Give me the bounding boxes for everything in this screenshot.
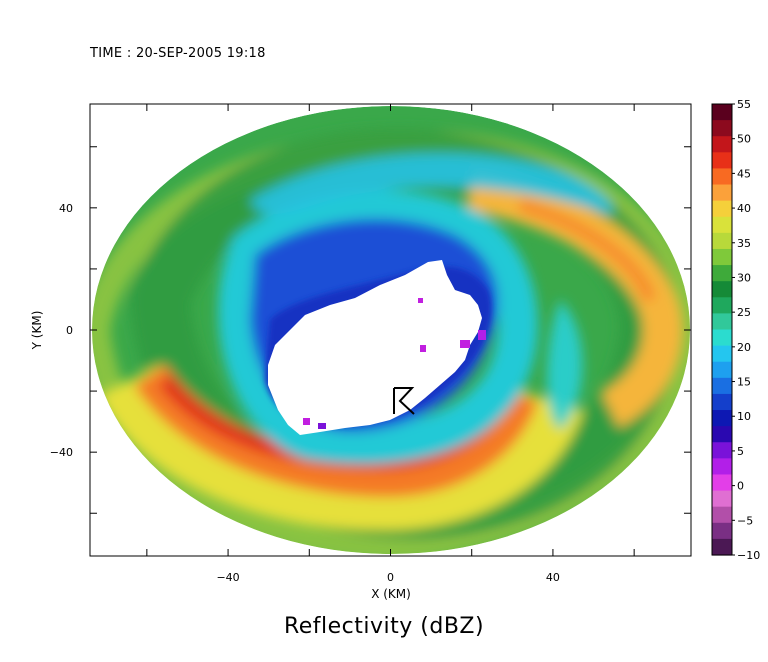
colorbar-swatch [712,297,732,314]
colorbar-swatch [712,490,732,508]
colorbar-swatch [712,168,732,186]
eye-speck-4 [303,418,310,425]
colorbar-swatch [712,152,732,170]
colorbar-tick-label: 0 [737,480,744,493]
inner-eyewall [218,190,538,465]
colorbar-tick-label: 10 [737,410,751,423]
eye-speck-2 [460,340,470,348]
southern-rainband [134,364,539,498]
colorbar-swatch [712,426,732,443]
eye-speck-1 [420,345,426,352]
colorbar-tick-label: 5 [737,445,744,458]
colorbar-tick-label: 30 [737,271,751,284]
colorbar-swatch [712,248,732,266]
east-cyan-band [546,300,583,430]
x-axis-title: X (KM) [371,587,411,601]
colorbar-swatch [712,474,732,492]
eye-speck-5 [418,298,423,303]
chart-title: Reflectivity (dBZ) [283,614,485,639]
x-tick-label: 0 [387,571,394,584]
eye-speck-6 [318,423,326,429]
colorbar-swatch [712,506,732,524]
y-tick-label: 40 [59,202,73,215]
y-tick-label: 0 [66,324,73,337]
colorbar-tick-label: −10 [737,549,760,562]
colorbar-tick-label: 55 [737,98,751,111]
north-cyan-band [250,153,613,215]
colorbar-swatch [712,313,732,331]
colorbar-swatch [712,410,732,427]
colorbar-swatch [712,329,732,347]
colorbar-swatch [712,120,732,137]
eye-speck-3 [478,330,486,340]
colorbar-tick-label: −5 [737,514,753,527]
y-axis-title: Y (KM) [30,311,44,351]
colorbar-tick-label: 25 [737,306,751,319]
colorbar-swatch [712,345,732,363]
reflectivity-field [92,106,690,554]
colorbar-tick-label: 20 [737,341,751,354]
colorbar-swatch [712,458,732,476]
colorbar-swatch [712,200,732,218]
colorbar-swatch [712,393,732,411]
colorbar-tick-label: 40 [737,202,751,215]
colorbar-tick-label: 50 [737,133,751,146]
colorbar-swatch [712,361,732,379]
colorbar-swatch [712,538,732,556]
radar-eye [268,260,482,435]
colorbar-frame [711,103,733,556]
time-label: TIME : 20-SEP-2005 19:18 [90,46,266,61]
eastern-rainband-core [518,199,656,302]
colorbar [712,104,732,556]
x-tick-label: 40 [546,571,560,584]
colorbar-swatch [712,522,732,540]
colorbar-swatch [712,265,732,282]
colorbar-tick-label: 45 [737,167,751,180]
colorbar-swatch [712,216,732,234]
y-tick-label: −40 [50,446,73,459]
colorbar-swatch [712,377,732,395]
colorbar-swatch [712,104,732,121]
colorbar-tick-label: 35 [737,237,751,250]
radar-site-marker [393,387,415,415]
colorbar-swatch [712,232,732,250]
colorbar-tick-label: 15 [737,376,751,389]
colorbar-swatch [712,136,732,153]
colorbar-swatch [712,184,732,202]
x-tick-label: −40 [216,571,239,584]
colorbar-swatch [712,442,732,459]
colorbar-swatch [712,281,732,298]
axis-ticks [90,104,691,556]
axis-tick-labels: −40 0 40 −40 0 40 [50,202,560,584]
